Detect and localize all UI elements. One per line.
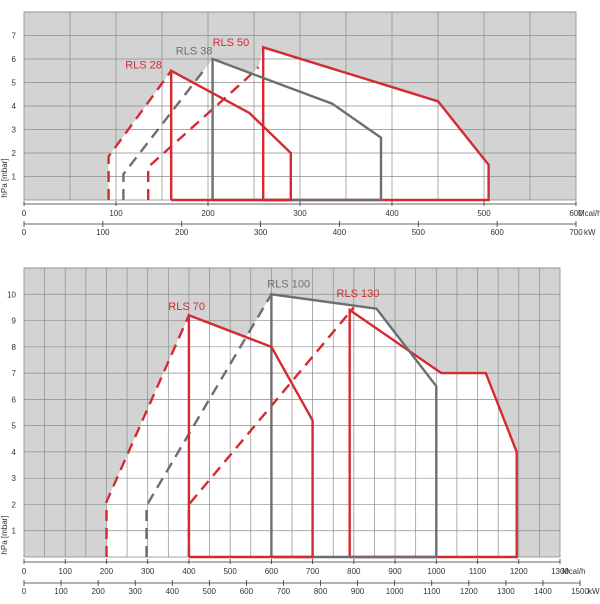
x2-tick-label: 1300	[497, 587, 515, 596]
series-dashed-rls-130	[187, 306, 355, 557]
y-tick-label: 4	[12, 448, 17, 457]
y-tick-label: 10	[7, 290, 16, 299]
x2-tick-label: 700	[569, 228, 583, 237]
operating-area-2	[108, 70, 291, 200]
x2-tick-label: 200	[175, 228, 189, 237]
x-tick-label: 500	[223, 567, 237, 576]
x-tick-label: 600	[265, 567, 279, 576]
y-tick-label: 4	[12, 102, 17, 111]
y-tick-label: 7	[12, 369, 17, 378]
x2-tick-label: 100	[96, 228, 110, 237]
y-axis-label: hPa [mbar]	[0, 515, 9, 554]
series-solid-rls-70	[187, 313, 314, 559]
x2-tick-label: 0	[22, 228, 27, 237]
x2-tick-label: 100	[54, 587, 68, 596]
y-tick-label: 3	[12, 126, 17, 135]
x2-tick-label: 1400	[534, 587, 552, 596]
x2-tick-label: 900	[351, 587, 365, 596]
y-tick-label: 9	[12, 317, 17, 326]
x2-tick-label: 400	[333, 228, 347, 237]
x2-axis-label: kW	[584, 228, 596, 237]
y-tick-label: 6	[12, 395, 17, 404]
x-tick-label: 400	[385, 209, 399, 218]
x-tick-label: 100	[59, 567, 73, 576]
x-axis-label: Mcal/h	[562, 567, 586, 576]
y-tick-label: 3	[12, 474, 17, 483]
series-solid-rls-28	[169, 68, 292, 202]
x2-tick-label: 700	[277, 587, 291, 596]
x2-tick-label: 400	[166, 587, 180, 596]
y-axis-label: hPa [mbar]	[0, 158, 9, 197]
x2-tick-label: 200	[91, 587, 105, 596]
x-axis-label: Mcal/h	[578, 209, 600, 218]
x-tick-label: 0	[22, 567, 27, 576]
series-label: RLS 100	[267, 279, 310, 291]
series-label: RLS 38	[176, 45, 213, 57]
x2-tick-label: 1200	[460, 587, 478, 596]
y-tick-label: 6	[12, 55, 17, 64]
x2-tick-label: 1500	[571, 587, 589, 596]
series-label: RLS 50	[213, 37, 250, 49]
x-tick-label: 900	[388, 567, 402, 576]
y-tick-label: 8	[12, 343, 17, 352]
series-solid-rls-100	[270, 292, 438, 559]
x-tick-label: 300	[293, 209, 307, 218]
x-tick-label: 0	[22, 209, 27, 218]
x2-tick-label: 600	[490, 228, 504, 237]
x-tick-label: 800	[347, 567, 361, 576]
x2-axis-label: kW	[588, 587, 600, 596]
x-tick-label: 1100	[469, 567, 487, 576]
series-label: RLS 130	[337, 288, 380, 300]
y-tick-label: 5	[12, 422, 17, 431]
x-tick-label: 200	[201, 209, 215, 218]
series-solid-rls-130	[348, 307, 518, 559]
series-dashed-rls-70	[105, 314, 190, 557]
series-label: RLS 70	[168, 301, 205, 313]
x-tick-label: 200	[100, 567, 114, 576]
y-tick-label: 5	[12, 79, 17, 88]
x2-tick-label: 300	[129, 587, 143, 596]
y-tick-label: 7	[12, 32, 17, 41]
series-solid-rls-50	[262, 45, 490, 202]
y-tick-label: 2	[12, 500, 17, 509]
x2-tick-label: 1100	[423, 587, 441, 596]
series-label: RLS 28	[125, 59, 162, 71]
x2-tick-label: 0	[22, 587, 27, 596]
x-tick-label: 1300	[551, 567, 569, 576]
x-tick-label: 100	[109, 209, 123, 218]
x2-tick-label: 800	[314, 587, 328, 596]
x-tick-label: 600	[569, 209, 583, 218]
series-dashed-rls-38	[122, 66, 208, 200]
x-tick-label: 400	[182, 567, 196, 576]
y-tick-label: 1	[12, 527, 17, 536]
x2-tick-label: 500	[203, 587, 217, 596]
x-tick-label: 1200	[510, 567, 528, 576]
y-tick-label: 2	[12, 149, 17, 158]
grid	[24, 11, 576, 200]
x-tick-label: 500	[477, 209, 491, 218]
chart-bottom: RLS 130 RLS 100 RLS 70 1 2 3 4 5 6 7 8 9 10 hPa [mbar…	[0, 267, 600, 596]
x2-tick-label: 600	[240, 587, 254, 596]
x2-tick-label: 300	[254, 228, 268, 237]
x2-tick-label: 500	[412, 228, 426, 237]
y-tick-label: 1	[12, 173, 17, 182]
x-tick-label: 300	[141, 567, 155, 576]
x-tick-label: 1000	[427, 567, 445, 576]
series-solid-rls-38	[211, 57, 383, 202]
x-tick-label: 700	[306, 567, 320, 576]
x2-tick-label: 1000	[386, 587, 404, 596]
series-dashed-rls-28	[107, 70, 173, 200]
